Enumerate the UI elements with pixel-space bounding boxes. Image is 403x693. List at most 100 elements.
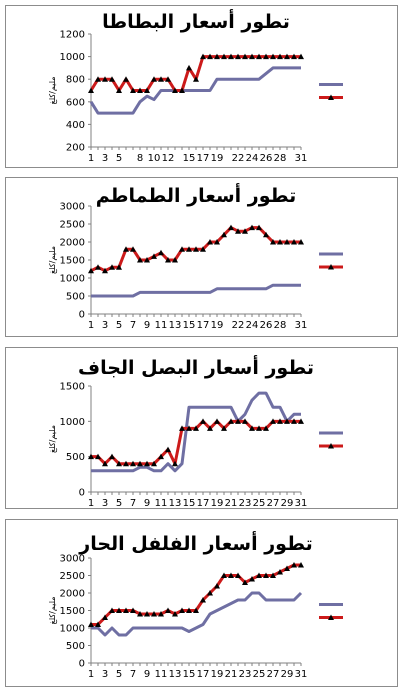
y-tick-label: 200 <box>66 143 85 154</box>
y-axis-label: مليم/كلغ <box>48 596 57 624</box>
data-point-2017 <box>144 460 150 467</box>
data-point-2017 <box>123 607 129 613</box>
x-tick-label: 3 <box>102 498 108 509</box>
data-point-2017 <box>130 460 136 467</box>
x-tick-label: 31 <box>295 320 308 331</box>
x-tick-label: 22 <box>232 153 245 164</box>
chart-onion-frame: تطور أسعار البصل الجاف 0 500 1000 1500 مليم/ك… <box>5 347 398 509</box>
x-tick-label: 26 <box>260 153 273 164</box>
y-tick-label: 400 <box>66 120 85 131</box>
data-point-2017 <box>284 53 290 60</box>
data-point-2017 <box>270 572 276 578</box>
data-point-2017 <box>291 562 297 568</box>
data-point-2017 <box>186 425 192 431</box>
data-point-2017 <box>200 597 206 603</box>
chart-pepper: تطور أسعار الفلفل الحار 0 500 1000 1500 2000 2… <box>48 531 343 680</box>
x-tick-label: 27 <box>267 669 280 680</box>
y-axis-label: مليم/كلغ <box>48 425 57 453</box>
data-point-2017 <box>270 418 276 424</box>
data-point-2017 <box>263 425 269 431</box>
x-tick-label: 29 <box>281 498 294 509</box>
y-tick-label: 1500 <box>60 606 85 617</box>
x-tick-label: 17 <box>197 669 210 680</box>
x-tick-label: 10 <box>148 153 161 164</box>
data-point-2017 <box>151 253 157 259</box>
data-point-2017 <box>165 76 171 82</box>
x-tick-label: 29 <box>281 669 294 680</box>
x-tick-label: 9 <box>144 669 150 680</box>
data-point-2017 <box>95 621 101 627</box>
legend-marker-2017 <box>328 264 334 270</box>
data-point-2017 <box>130 607 136 613</box>
x-tick-label: 13 <box>169 669 182 680</box>
data-point-2017 <box>249 53 255 60</box>
data-point-2017 <box>144 611 150 617</box>
chart-title: تطور أسعار البطاطا <box>102 9 290 33</box>
x-tick-label: 31 <box>295 498 308 509</box>
data-point-2017 <box>291 53 297 60</box>
data-point-2017 <box>95 264 101 270</box>
data-point-2017 <box>158 76 164 82</box>
y-tick-label: 500 <box>66 641 85 652</box>
data-point-2017 <box>172 257 178 263</box>
data-point-2017 <box>256 572 262 578</box>
data-point-2017 <box>158 249 164 256</box>
data-point-2017 <box>193 246 199 252</box>
y-tick-label: 1000 <box>60 417 85 428</box>
x-tick-label: 19 <box>211 498 224 509</box>
chart-title: تطور أسعار الفلفل الحار <box>78 531 312 555</box>
x-tick-label: 27 <box>267 498 280 509</box>
x-tick-label: 5 <box>116 498 122 509</box>
x-tick-label: 15 <box>183 320 196 331</box>
x-tick-label: 31 <box>295 669 308 680</box>
x-tick-label: 19 <box>211 669 224 680</box>
y-tick-label: 1500 <box>60 382 85 393</box>
chart-pepper-frame: تطور أسعار الفلفل الحار 0 500 1000 1500 2000 2… <box>5 519 398 687</box>
data-point-2017 <box>235 228 241 234</box>
data-point-2017 <box>263 53 269 60</box>
data-point-2017 <box>277 53 283 60</box>
y-tick-label: 500 <box>66 452 85 463</box>
y-axis-label: مليم/كلغ <box>48 76 57 104</box>
x-tick-label: 22 <box>232 320 245 331</box>
x-tick-label: 8 <box>137 153 143 164</box>
x-tick-label: 23 <box>239 669 252 680</box>
x-tick-label: 11 <box>155 669 168 680</box>
data-point-2017 <box>109 76 115 82</box>
y-tick-label: 1000 <box>60 624 85 635</box>
y-tick-label: 0 <box>79 659 85 670</box>
data-point-2017 <box>298 562 304 568</box>
data-point-2017 <box>116 607 122 613</box>
data-point-2017 <box>109 607 115 613</box>
data-point-2017 <box>270 53 276 60</box>
data-point-2017 <box>193 425 199 431</box>
data-point-2017 <box>207 53 213 60</box>
data-point-2017 <box>116 264 122 270</box>
chart-onion: تطور أسعار البصل الجاف 0 500 1000 1500 مليم/ك… <box>48 355 343 509</box>
data-point-2017 <box>214 418 220 424</box>
data-point-2017 <box>186 246 192 252</box>
data-point-2017 <box>235 572 241 578</box>
y-tick-label: 2000 <box>60 238 85 249</box>
data-point-2017 <box>221 53 227 60</box>
data-point-2017 <box>123 460 129 467</box>
data-point-2017 <box>277 569 283 575</box>
data-point-2017 <box>179 425 185 431</box>
data-point-2017 <box>207 425 213 431</box>
x-tick-label: 17 <box>197 498 210 509</box>
data-point-2017 <box>130 246 136 252</box>
x-tick-label: 1 <box>88 669 94 680</box>
data-point-2017 <box>270 239 276 245</box>
data-point-2017 <box>200 53 206 60</box>
data-point-2017 <box>95 453 101 460</box>
data-point-2017 <box>221 231 227 238</box>
data-point-2017 <box>165 257 171 263</box>
data-point-2017 <box>172 460 178 467</box>
x-tick-label: 17 <box>197 153 210 164</box>
x-tick-label: 1 <box>88 498 94 509</box>
data-point-2017 <box>158 611 164 617</box>
x-tick-label: 21 <box>225 669 238 680</box>
y-tick-label: 3000 <box>60 554 85 565</box>
y-tick-label: 1000 <box>60 274 85 285</box>
data-point-2017 <box>256 224 262 231</box>
